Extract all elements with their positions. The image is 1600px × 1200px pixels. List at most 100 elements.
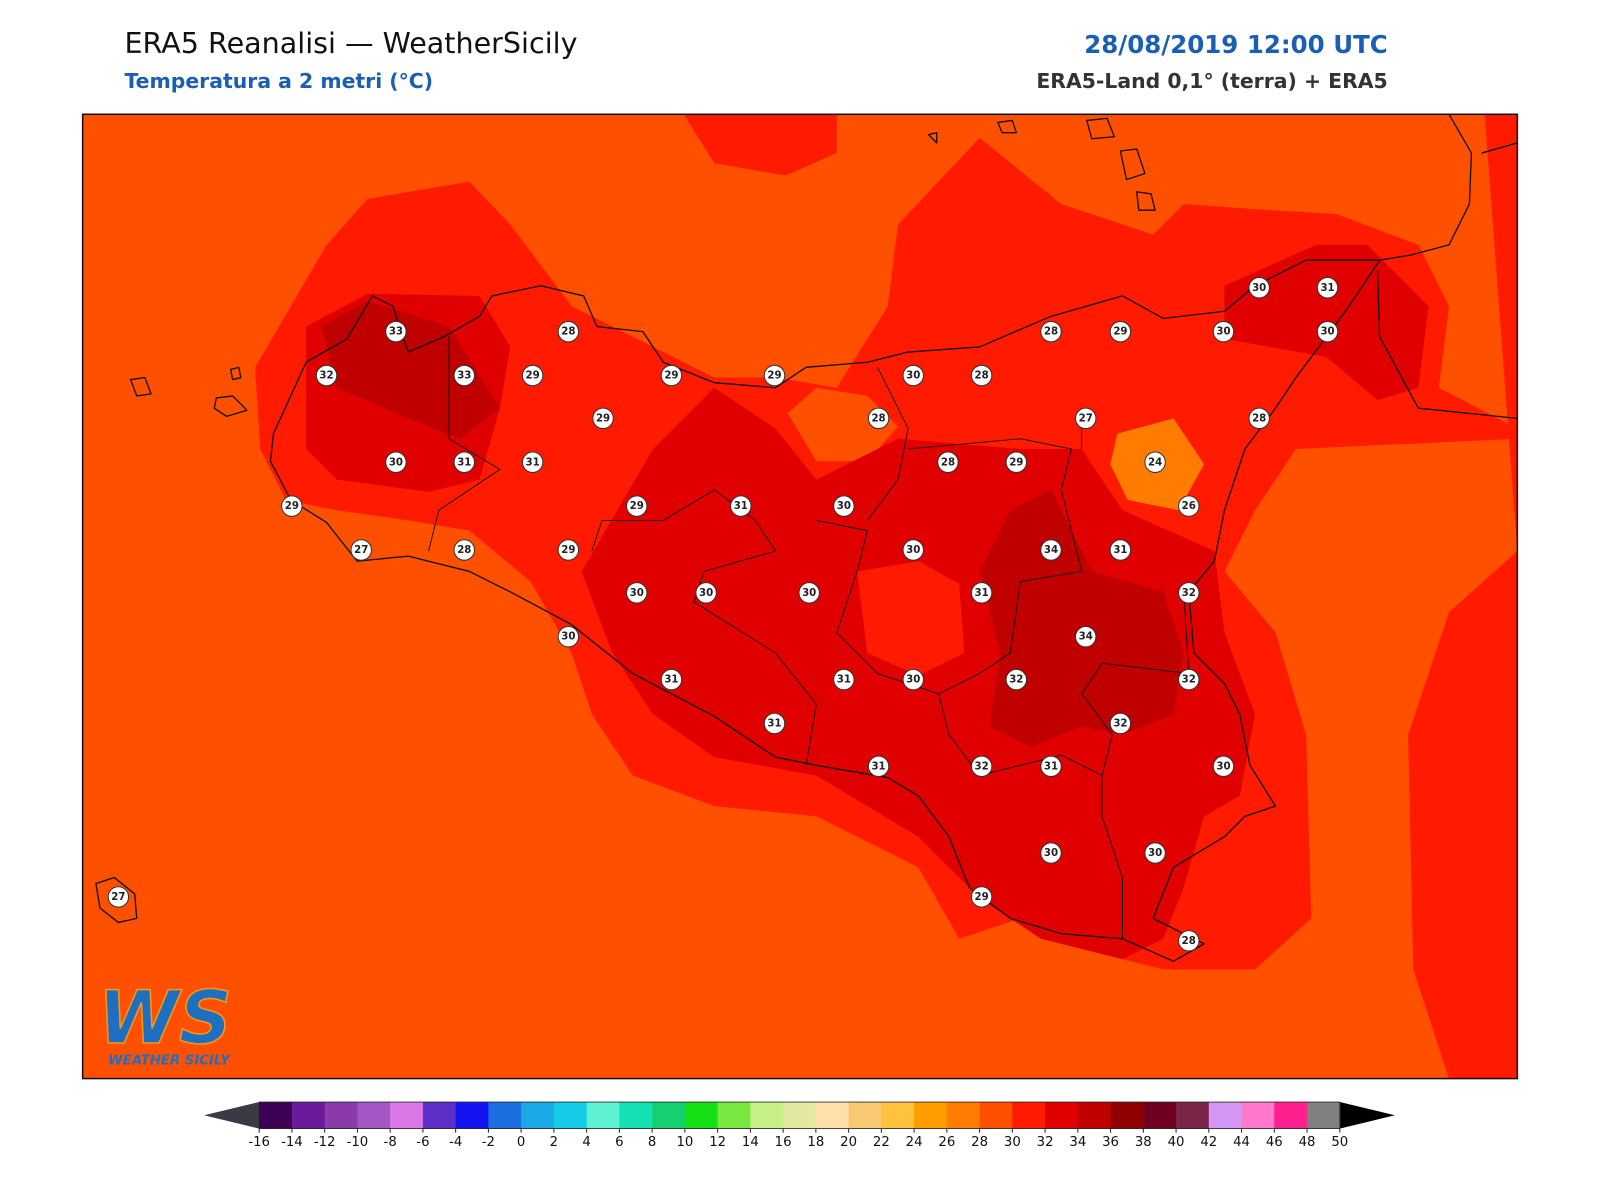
station-marker bbox=[1040, 755, 1062, 778]
station-value: 30 bbox=[561, 632, 575, 643]
station-value: 32 bbox=[1009, 675, 1023, 686]
source: ERA5-Land 0,1° (terra) + ERA5 bbox=[1036, 69, 1387, 93]
station-value: 28 bbox=[1182, 936, 1196, 947]
station-marker bbox=[592, 407, 614, 430]
station-marker bbox=[557, 626, 580, 648]
colorbar-segment bbox=[1143, 1102, 1177, 1129]
colorbar-segment bbox=[783, 1102, 817, 1129]
station-value: 29 bbox=[630, 501, 644, 512]
sicily-coastline bbox=[269, 259, 1381, 962]
station-marker bbox=[902, 539, 924, 561]
station-marker bbox=[107, 886, 130, 908]
field-32-34 bbox=[979, 489, 1184, 747]
station-marker bbox=[833, 495, 855, 517]
colorbar-label: -8 bbox=[384, 1135, 397, 1150]
colorbar-segment bbox=[553, 1102, 588, 1129]
station-marker bbox=[1248, 407, 1270, 430]
station-marker bbox=[281, 495, 303, 517]
station-value: 32 bbox=[975, 761, 989, 772]
station-marker bbox=[1040, 539, 1062, 561]
station-marker bbox=[1075, 626, 1097, 648]
station-value: 31 bbox=[734, 501, 748, 512]
station-value: 28 bbox=[457, 545, 471, 556]
station-marker bbox=[695, 582, 717, 604]
station-marker bbox=[867, 407, 890, 430]
station-value: 29 bbox=[975, 892, 989, 903]
station-value: 31 bbox=[1113, 545, 1127, 556]
station-marker bbox=[867, 755, 890, 778]
station-value: 28 bbox=[975, 371, 989, 382]
station-value: 32 bbox=[1182, 675, 1196, 686]
station-marker bbox=[1075, 407, 1097, 430]
station-value: 29 bbox=[664, 371, 678, 382]
colorbar-label: 38 bbox=[1135, 1135, 1152, 1150]
colorbar-segment bbox=[1274, 1102, 1308, 1129]
station-value: 31 bbox=[975, 588, 989, 599]
colorbar-segment bbox=[586, 1102, 620, 1129]
station-value: 26 bbox=[1182, 501, 1196, 512]
station-value: 30 bbox=[906, 371, 920, 382]
station-value: 32 bbox=[1182, 588, 1196, 599]
station-marker bbox=[1109, 539, 1132, 561]
colorbar-segment bbox=[1307, 1102, 1341, 1129]
colorbar-label: 8 bbox=[648, 1135, 656, 1150]
station-value: 29 bbox=[526, 371, 540, 382]
station-value: 28 bbox=[1252, 413, 1266, 424]
station-marker bbox=[798, 582, 820, 604]
colorbar-outline bbox=[258, 1101, 1341, 1129]
stations: 33 28 32 33 29 29 29 30 28 28 29 30 30 31 30 29 28 27 28 30… bbox=[107, 277, 1339, 952]
colorbar-label: 34 bbox=[1069, 1135, 1086, 1150]
colorbar-under bbox=[204, 1102, 260, 1129]
colorbar-segment bbox=[422, 1102, 457, 1129]
station-value: 31 bbox=[457, 457, 471, 468]
station-value: 30 bbox=[837, 501, 851, 512]
colorbar-label: 42 bbox=[1200, 1135, 1217, 1150]
station-marker bbox=[970, 755, 993, 778]
station-marker bbox=[1040, 320, 1062, 343]
station-value: 34 bbox=[1079, 632, 1093, 643]
station-value: 31 bbox=[1044, 761, 1058, 772]
station-marker bbox=[557, 320, 580, 343]
station-value: 30 bbox=[906, 675, 920, 686]
station-marker bbox=[902, 668, 924, 691]
station-marker bbox=[453, 364, 475, 387]
colorbar-label: 4 bbox=[582, 1135, 590, 1150]
colorbar-label: -14 bbox=[281, 1135, 303, 1150]
subtitle: Temperatura a 2 metri (°C) bbox=[124, 69, 433, 93]
colorbar-segment bbox=[1110, 1102, 1144, 1129]
station-marker bbox=[1109, 320, 1132, 343]
station-value: 30 bbox=[802, 588, 816, 599]
station-value: 29 bbox=[1113, 327, 1127, 338]
station-marker bbox=[521, 451, 544, 473]
colorbar-label: -6 bbox=[416, 1135, 429, 1150]
station-marker bbox=[970, 364, 993, 387]
colorbar-segment bbox=[455, 1102, 489, 1129]
colorbar-label: 16 bbox=[775, 1135, 792, 1150]
colorbar-segment bbox=[324, 1102, 358, 1129]
colorbar-over bbox=[1339, 1102, 1395, 1129]
colorbar-segment bbox=[357, 1102, 391, 1129]
station-marker bbox=[453, 451, 475, 473]
station-value: 29 bbox=[596, 413, 610, 424]
station-marker bbox=[1316, 320, 1339, 343]
station-value: 27 bbox=[354, 545, 368, 556]
colorbar-label: -2 bbox=[482, 1135, 495, 1150]
station-value: 31 bbox=[871, 761, 885, 772]
colorbar-label: 6 bbox=[615, 1135, 623, 1150]
colorbar-label: 30 bbox=[1004, 1135, 1021, 1150]
colorbar-segment bbox=[390, 1102, 424, 1129]
station-value: 34 bbox=[1044, 545, 1058, 556]
station-value: 30 bbox=[1320, 327, 1334, 338]
colorbar-segment bbox=[815, 1102, 850, 1129]
colorbar-segment bbox=[1176, 1102, 1210, 1129]
logo: WS WEATHER SICILY bbox=[97, 975, 232, 1068]
station-value: 28 bbox=[1044, 327, 1058, 338]
station-value: 30 bbox=[1044, 848, 1058, 859]
station-marker bbox=[1248, 277, 1270, 299]
colorbar-label: 20 bbox=[840, 1135, 857, 1150]
station-value: 31 bbox=[1320, 283, 1334, 294]
station-marker bbox=[1178, 582, 1200, 604]
calabria-coastline bbox=[1376, 114, 1518, 420]
field-32-34 bbox=[321, 301, 500, 439]
station-marker bbox=[730, 495, 752, 517]
